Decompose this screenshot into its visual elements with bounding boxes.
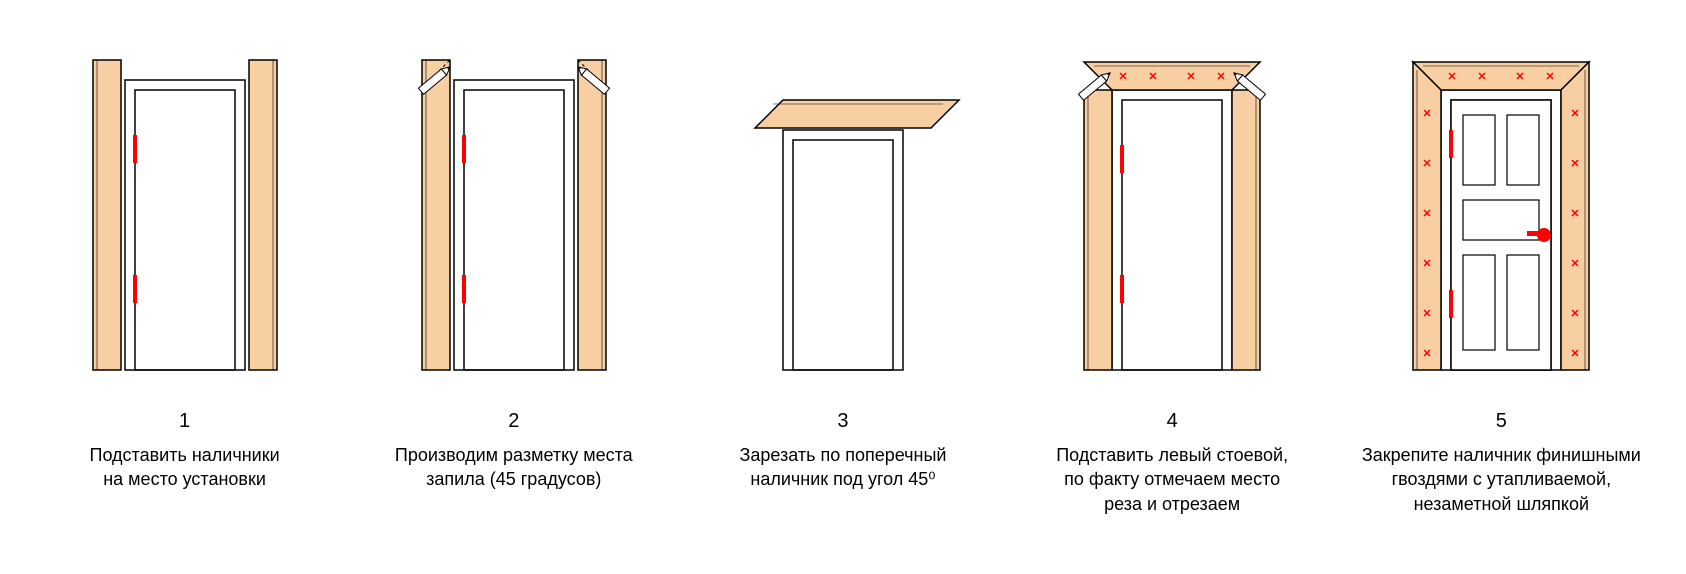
step-3-number: 3 [837,410,848,433]
step-4-caption: Подставить левый стоевой, по факту отмеч… [1056,443,1288,516]
step-5-caption: Закрепите наличник финишными гвоздями с … [1362,443,1641,516]
step-1: 1 Подставить наличники на место установк… [25,40,345,492]
step-2-number: 2 [508,410,519,433]
step-4-diagram [1042,40,1302,380]
step-2: 2 Производим разметку места запила (45 г… [354,40,674,492]
steps-container: 1 Подставить наличники на место установк… [0,0,1686,574]
step-1-caption: Подставить наличники на место установки [90,443,280,492]
step-2-caption: Производим разметку места запила (45 гра… [395,443,633,492]
step-3-caption: Зарезать по поперечный наличник под угол… [739,443,946,492]
step-3-diagram [713,40,973,380]
step-4: 4 Подставить левый стоевой, по факту отм… [1012,40,1332,516]
step-2-diagram [384,40,644,380]
step-5: 5 Закрепите наличник финишными гвоздями … [1341,40,1661,516]
step-1-number: 1 [179,410,190,433]
step-1-diagram [55,40,315,380]
step-5-number: 5 [1496,410,1507,433]
step-4-number: 4 [1167,410,1178,433]
step-5-diagram [1371,40,1631,380]
step-3: 3 Зарезать по поперечный наличник под уг… [683,40,1003,492]
